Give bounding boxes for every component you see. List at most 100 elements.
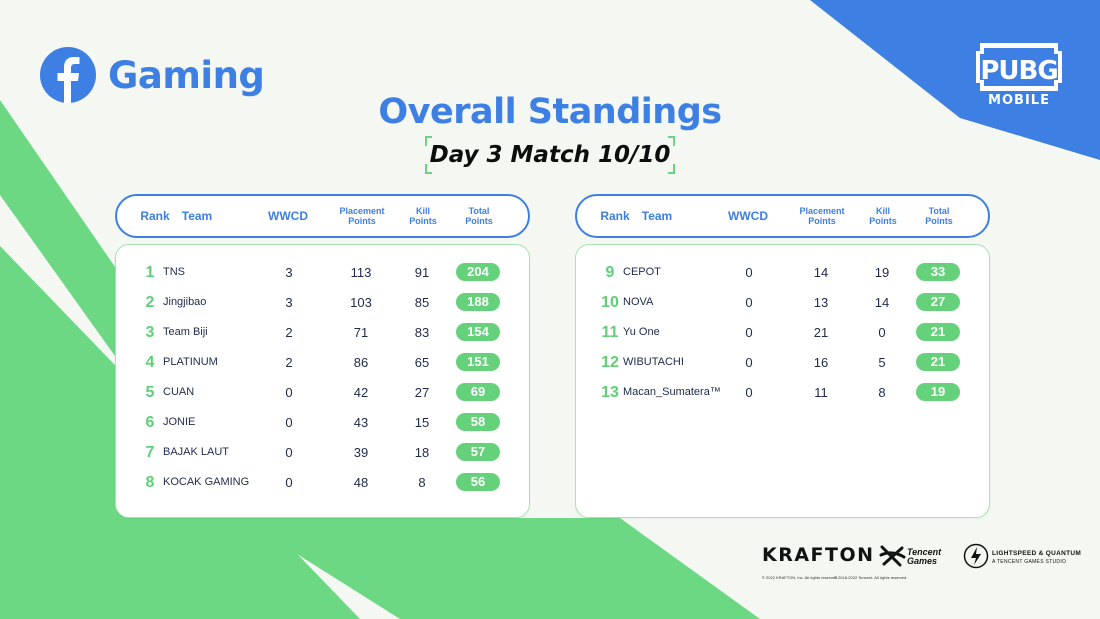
team-name: BAJAK LAUT [163,446,230,458]
rank-number: 4 [145,354,155,371]
table-row: 7 BAJAK LAUT 0 39 18 57 [116,438,529,468]
lightning-icon [963,543,989,569]
rank-number: 7 [145,444,155,461]
placement-value: 11 [814,385,828,400]
kill-value: 18 [414,445,430,460]
wwcd-value: 0 [745,355,753,370]
facebook-icon [40,47,96,103]
wwcd-value: 0 [745,265,753,280]
total-badge: 69 [456,383,500,401]
placement-value: 48 [353,475,369,490]
wwcd-value: 0 [285,415,293,430]
wwcd-value: 0 [745,325,753,340]
rank-number: 13 [601,384,619,401]
header-total: Total Points [917,196,961,235]
team-name: PLATINUM [163,356,218,368]
krafton-copyright: © 2022 KRAFTON, Inc. All rights reserved… [762,575,838,580]
rank-number: 9 [605,264,615,281]
placement-value: 42 [353,385,369,400]
header-total-line1: Total [468,205,490,216]
header-placement-line2: Points [808,215,836,226]
bracket-corner [668,164,675,174]
total-badge: 204 [456,263,500,281]
header-total-line1: Total [928,205,950,216]
match-subtitle-frame: Day 3 Match 10/10 [425,136,675,174]
team-name: Team Biji [163,326,208,338]
team-name: WIBUTACHI [623,356,684,368]
pubg-logo-text: PUBG [980,56,1057,86]
krafton-logo: KRAFTON [762,544,875,566]
table-row: 3 Team Biji 2 71 83 154 [116,318,529,348]
team-name: Macan_Sumatera™ [623,386,721,398]
lightspeed-line1: LIGHTSPEED & QUANTUM [992,550,1082,557]
kill-value: 19 [874,265,890,280]
tencent-line1: Tencent [907,547,942,557]
brand-name: Gaming [108,53,265,97]
kill-value: 27 [414,385,430,400]
table-row: 6 JONIE 0 43 15 58 [116,408,529,438]
team-name: CUAN [163,386,195,398]
table-row: 9 CEPOT 0 14 19 33 [576,258,989,288]
placement-value: 71 [353,325,369,340]
header-kill-line2: Points [409,215,437,226]
rank-number: 8 [145,474,155,491]
match-subtitle: Day 3 Match 10/10 [429,142,671,168]
rank-number: 11 [601,324,619,341]
rank-number: 6 [145,414,155,431]
header-placement-line2: Points [348,215,376,226]
kill-value: 0 [878,325,886,340]
header-rank: Rank [140,208,170,223]
total-badge: 27 [916,293,960,311]
placement-value: 86 [353,355,369,370]
kill-value: 8 [418,475,426,490]
header-wwcd: WWCD [268,208,308,223]
total-badge: 188 [456,293,500,311]
header-kill: Kill Points [405,196,441,235]
wwcd-value: 2 [285,355,293,370]
wwcd-value: 0 [285,385,293,400]
wwcd-value: 3 [285,295,293,310]
mobile-logo-text: MOBILE [988,93,1050,108]
header-team: Team [641,208,673,223]
wwcd-value: 3 [285,265,293,280]
rank-number: 10 [601,294,619,311]
kill-value: 83 [414,325,430,340]
bracket-corner [425,136,432,146]
team-name: CEPOT [623,266,661,278]
placement-value: 16 [813,355,829,370]
wwcd-value: 0 [745,295,753,310]
header-wwcd: WWCD [728,208,768,223]
bracket-corner [668,136,675,146]
kill-value: 91 [414,265,430,280]
header-total-line2: Points [465,215,493,226]
pubg-mobile-logo: PUBG MOBILE [976,43,1062,108]
kill-value: 8 [878,385,886,400]
header-kill-line2: Points [869,215,897,226]
team-name: Jingjibao [163,296,207,308]
team-name: JONIE [163,416,196,428]
header-total: Total Points [457,196,501,235]
table-row: 5 CUAN 0 42 27 69 [116,378,529,408]
rank-number: 12 [601,354,619,371]
total-badge: 154 [456,323,500,341]
header-placement: Placement Points [335,196,389,235]
table-row: 2 Jingjibao 3 103 85 188 [116,288,529,318]
table-row: 13 Macan_Sumatera™ 0 11 8 19 [576,378,989,408]
wwcd-value: 2 [285,325,293,340]
total-badge: 33 [916,263,960,281]
team-name: NOVA [623,296,654,308]
table-row: 12 WIBUTACHI 0 16 5 21 [576,348,989,378]
placement-value: 113 [350,265,372,280]
total-badge: 21 [916,353,960,371]
total-badge: 21 [916,323,960,341]
wwcd-value: 0 [745,385,753,400]
header-total-line2: Points [925,215,953,226]
wwcd-value: 0 [285,475,293,490]
lightspeed-quantum-logo: LIGHTSPEED & QUANTUM A TENCENT GAMES STU… [992,550,1081,566]
left-table-header: Rank Team WWCD Placement Points Kill Poi… [115,194,530,238]
bracket-corner [425,164,432,174]
table-row: 10 NOVA 0 13 14 27 [576,288,989,318]
placement-value: 43 [353,415,369,430]
green-stripe-panel [240,518,760,619]
kill-value: 5 [878,355,886,370]
